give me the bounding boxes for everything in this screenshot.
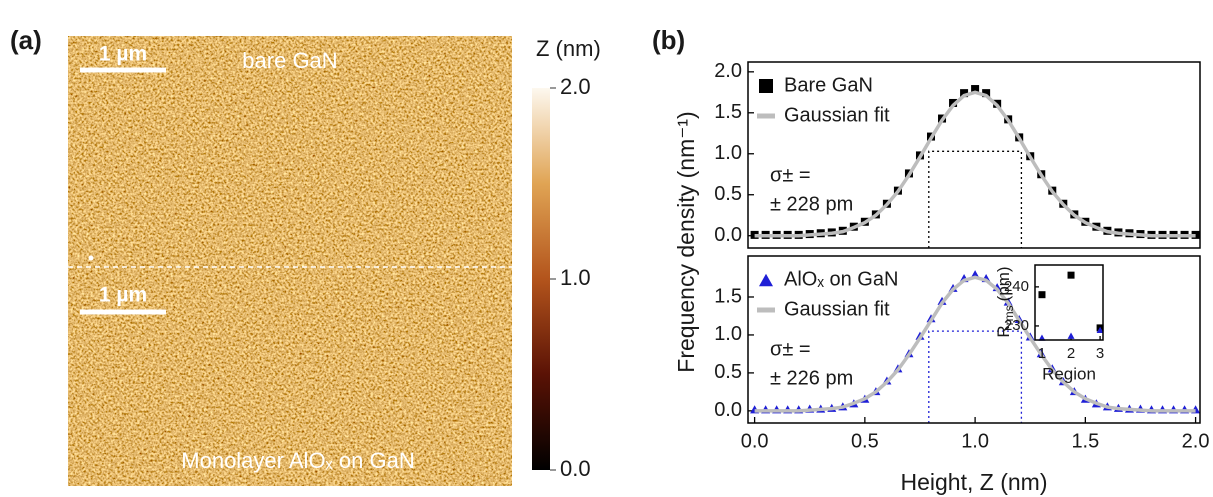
sigma-label: σ± = xyxy=(770,338,811,360)
legend-label: Gaussian fit xyxy=(784,298,890,320)
colorbar-tick-label: 1.0 xyxy=(560,265,591,290)
plot-area xyxy=(748,256,1200,423)
frame xyxy=(747,255,1201,424)
x-tick-label: 2 xyxy=(1067,345,1075,362)
x-tick-label: 1.0 xyxy=(961,430,989,452)
marker xyxy=(982,89,991,98)
colorbar-tick-label: 2.0 xyxy=(560,74,591,99)
y-tick-label: 240 xyxy=(1004,278,1029,295)
inset-y-label-main: R xyxy=(994,325,1013,337)
fwhm-guide xyxy=(928,330,1023,423)
x-tick-label: 3 xyxy=(1096,345,1104,362)
marker xyxy=(971,85,980,94)
fit-line xyxy=(754,275,1196,413)
fit-line xyxy=(754,90,1196,238)
y-tick-label: 1.0 xyxy=(714,142,742,164)
legend-marker xyxy=(759,273,773,287)
x-tick-label: 0.0 xyxy=(741,430,769,452)
y-tick-label: 230 xyxy=(1004,317,1029,334)
marker xyxy=(949,98,958,107)
sigma-value: ± 228 pm xyxy=(770,193,853,215)
y-tick-label: 0.5 xyxy=(714,361,742,383)
legend-marker xyxy=(759,79,773,93)
x-tick-label: 1 xyxy=(1038,345,1046,362)
region-label: bare GaN xyxy=(242,48,337,73)
x-tick-label: 1.5 xyxy=(1071,430,1099,452)
panel-label: (a) xyxy=(10,25,42,55)
scale-bar-label: 1 µm xyxy=(99,284,147,307)
marker xyxy=(1038,291,1046,299)
marker xyxy=(1067,332,1075,339)
x-tick-label: 2.0 xyxy=(1182,430,1210,452)
inset-y-label: Rrms (pm) xyxy=(994,266,1016,337)
afm-image: 1 µm 1 µm bare GaN Monolayer AlOₓ on GaN xyxy=(68,36,512,486)
afm-texture xyxy=(68,36,512,486)
inset-y-label-unit: (pm) xyxy=(994,266,1013,301)
legend-label: Gaussian fit xyxy=(784,104,890,126)
y-tick-label: 1.5 xyxy=(714,101,742,123)
legend-label: AlOₓ on GaN xyxy=(784,268,898,290)
y-tick-label: 1.0 xyxy=(714,323,742,345)
legend-label: Bare GaN xyxy=(784,74,873,96)
marker xyxy=(1096,326,1104,333)
inset-x-label: Region xyxy=(1042,364,1096,383)
y-axis-label: Frequency density (nm⁻¹) xyxy=(673,111,699,372)
colorbar-tick-label: 0.0 xyxy=(560,456,591,481)
scale-bar-label: 1 µm xyxy=(99,43,147,66)
sigma-label: σ± = xyxy=(770,164,811,186)
dot xyxy=(88,255,94,261)
panel-label: (b) xyxy=(652,25,685,55)
colorbar-title: Z (nm) xyxy=(536,36,601,61)
region-label: Monolayer AlOₓ on GaN xyxy=(181,448,414,473)
frame xyxy=(1034,264,1104,341)
y-tick-label: 2.0 xyxy=(714,60,742,82)
y-tick-label: 0.0 xyxy=(714,399,742,421)
sigma-value: ± 226 pm xyxy=(770,367,853,389)
x-axis-label: Height, Z (nm) xyxy=(901,469,1048,495)
colorbar xyxy=(532,88,550,470)
marker xyxy=(1067,271,1075,279)
y-tick-label: 1.5 xyxy=(714,285,742,307)
marker xyxy=(1038,334,1046,341)
x-tick-label: 0.5 xyxy=(851,430,879,452)
y-tick-label: 0.5 xyxy=(714,183,742,205)
plots: 0.0 0.5 1.0 1.5 2.0 Bare GaN Gaussian fit σ± = ±… xyxy=(673,60,1209,495)
marker xyxy=(960,89,969,98)
frame xyxy=(747,61,1201,249)
inset-y-label-sub: rms xyxy=(1002,305,1016,325)
y-tick-label: 0.0 xyxy=(714,224,742,246)
